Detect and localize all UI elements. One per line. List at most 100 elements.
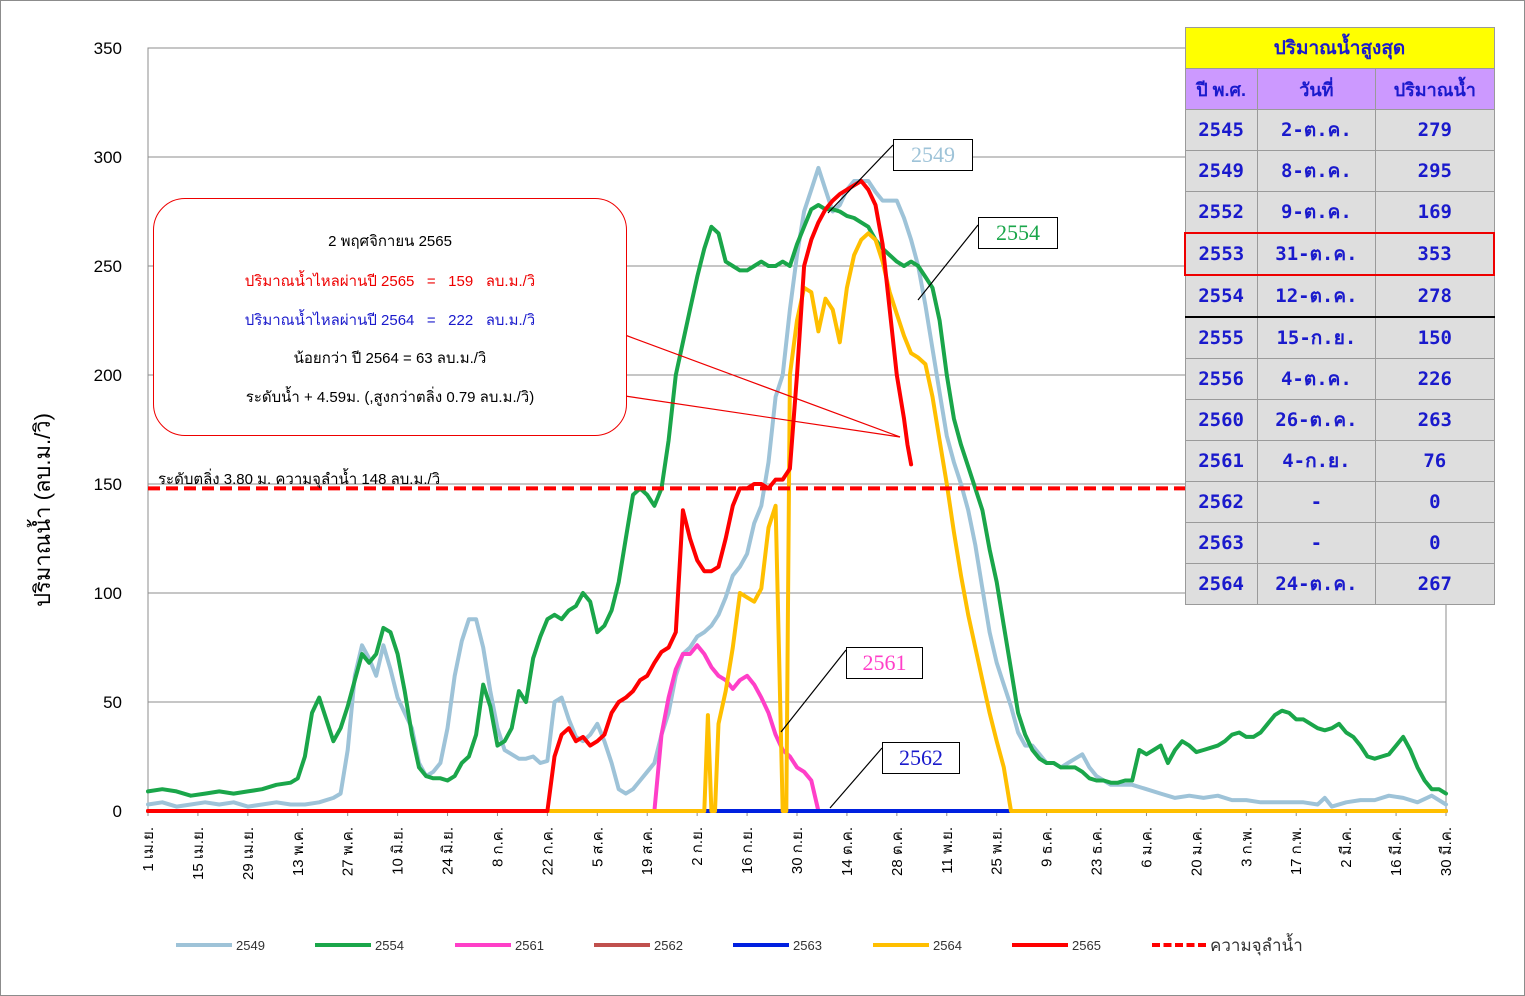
row-date: 24-ต.ค. (1256, 563, 1377, 605)
x-tick-label: 30 มี.ค. (1438, 827, 1455, 876)
callout-2561: 2561 (846, 647, 923, 679)
row-discharge: 353 (1375, 232, 1496, 276)
row-discharge: 150 (1375, 316, 1495, 359)
callout-2554: 2554 (978, 217, 1058, 249)
row-year: 2562 (1184, 481, 1258, 523)
legend-item-2563: 2563 (733, 930, 822, 960)
legend-swatch (873, 943, 929, 947)
table-row: 2554 12-ต.ค. 278 (1184, 274, 1495, 318)
row-discharge: 76 (1375, 440, 1495, 482)
table-row: 2560 26-ต.ค. 263 (1184, 399, 1495, 441)
row-date: 8-ต.ค. (1256, 150, 1377, 192)
row-year: 2555 (1184, 316, 1258, 359)
row-year: 2552 (1184, 191, 1258, 234)
row-year: 2549 (1184, 150, 1258, 192)
legend-swatch (733, 943, 789, 947)
table-row: 2556 4-ต.ค. 226 (1184, 358, 1495, 400)
row-discharge: 279 (1375, 109, 1495, 151)
row-year: 2553 (1183, 232, 1258, 276)
x-tick-label: 8 ก.ค. (489, 827, 506, 867)
x-tick-label: 2 ก.ย. (689, 827, 706, 866)
row-date: 4-ก.ย. (1256, 440, 1377, 482)
x-tick-label: 2 มี.ค. (1338, 827, 1355, 868)
y-tick-label: 0 (113, 802, 122, 821)
x-tick-label: 20 ม.ค. (1188, 827, 1205, 876)
legend-label: 2564 (933, 937, 962, 953)
annotation-leader-lower (624, 395, 901, 438)
row-date: 9-ต.ค. (1256, 191, 1377, 234)
legend-label: ความจุลำน้ำ (1210, 935, 1303, 955)
callout-2549-leader (827, 144, 894, 214)
x-tick-label: 27 พ.ค. (340, 827, 357, 876)
row-discharge: 278 (1375, 274, 1495, 318)
x-tick-label: 24 มิ.ย. (440, 827, 457, 875)
row-date: 31-ต.ค. (1256, 232, 1377, 276)
row-date: 2-ต.ค. (1256, 109, 1377, 151)
y-tick-label: 250 (94, 257, 122, 276)
x-tick-label: 19 ส.ค. (639, 827, 656, 875)
table-row: 2549 8-ต.ค. 295 (1184, 150, 1495, 192)
row-discharge: 267 (1375, 563, 1495, 605)
legend: 2549 2554 2561 2562 2563 2564 2565 ความจุลำน้ำ (0, 930, 1525, 960)
row-year: 2563 (1184, 522, 1258, 564)
annotation-water-level: ระดับน้ำ + 4.59ม. (,สูงกว่าตลิ่ง 0.79 ลบ… (245, 389, 535, 406)
callout-2562-leader (829, 747, 883, 809)
row-year: 2545 (1184, 109, 1258, 151)
table-row: 2545 2-ต.ค. 279 (1184, 109, 1495, 151)
legend-item-2554: 2554 (315, 930, 404, 960)
legend-swatch (1152, 943, 1206, 947)
callout-2549: 2549 (893, 139, 973, 171)
x-tick-label: 10 มิ.ย. (390, 827, 407, 875)
x-tick-label: 14 ต.ค. (839, 827, 856, 876)
x-tick-label: 22 ก.ค. (539, 827, 556, 875)
y-tick-label: 100 (94, 584, 122, 603)
row-date: 15-ก.ย. (1256, 316, 1377, 359)
x-tick-label: 17 ก.พ. (1288, 827, 1305, 875)
y-tick-label: 150 (94, 475, 122, 494)
callout-2562: 2562 (882, 742, 960, 774)
table-row: 2564 24-ต.ค. 267 (1184, 563, 1495, 605)
legend-label: 2563 (793, 937, 822, 953)
x-tick-label: 11 พ.ย. (939, 827, 956, 874)
x-tick-label: 16 มี.ค. (1388, 827, 1405, 876)
legend-label: 2549 (236, 937, 265, 953)
legend-swatch (1012, 943, 1068, 947)
max-discharge-table: ปริมาณน้ำสูงสุด ปี พ.ศ. วันที่ ปริมาณน้ำ… (1183, 27, 1496, 605)
annotation-leader-upper (624, 334, 901, 438)
table-row: 2562-0 (1184, 481, 1495, 523)
row-date: 4-ต.ค. (1256, 358, 1377, 400)
x-tick-label: 23 ธ.ค. (1089, 827, 1106, 875)
legend-item-2565: 2565 (1012, 930, 1101, 960)
annotation-flow-2565: ปริมาณน้ำไหลผ่านปี 2565 = 159 ลบ.ม./วิ (244, 273, 536, 290)
callout-2554-leader (917, 224, 979, 301)
x-tick-label: 30 ก.ย. (789, 827, 806, 874)
header-discharge: ปริมาณน้ำ (1375, 68, 1495, 110)
row-discharge: 295 (1375, 150, 1495, 192)
series-line-2554 (146, 203, 1448, 798)
table-row: 2563-0 (1184, 522, 1495, 564)
table-row: 2552 9-ต.ค. 169 (1184, 191, 1495, 234)
legend-item-ความจุลำน้ำ: ความจุลำน้ำ (1152, 930, 1303, 960)
legend-swatch (594, 943, 650, 947)
row-date: 26-ต.ค. (1256, 399, 1377, 441)
row-discharge: 0 (1375, 522, 1495, 564)
row-year: 2556 (1184, 358, 1258, 400)
header-year: ปี พ.ศ. (1184, 68, 1258, 110)
table-title: ปริมาณน้ำสูงสุด (1184, 27, 1495, 69)
x-tick-label: 1 เม.ย. (140, 827, 157, 872)
legend-swatch (455, 943, 511, 947)
row-discharge: 0 (1375, 481, 1495, 523)
x-tick-label: 29 เม.ย. (240, 827, 257, 880)
legend-label: 2562 (654, 937, 683, 953)
x-tick-label: 5 ส.ค. (589, 827, 606, 867)
row-year: 2554 (1184, 274, 1258, 318)
header-date: วันที่ (1256, 68, 1377, 110)
y-tick-label: 300 (94, 148, 122, 167)
legend-item-2561: 2561 (455, 930, 544, 960)
threshold-label: ระดับตลิ่ง 3.80 ม. ความจุลำน้ำ 148 ลบ.ม.… (158, 468, 440, 489)
legend-item-2562: 2562 (594, 930, 683, 960)
y-tick-label: 350 (94, 39, 122, 58)
x-tick-label: 3 ก.พ. (1238, 827, 1255, 867)
legend-swatch (315, 943, 371, 947)
annotation-date: 2 พฤศจิกายน 2565 (328, 233, 452, 250)
